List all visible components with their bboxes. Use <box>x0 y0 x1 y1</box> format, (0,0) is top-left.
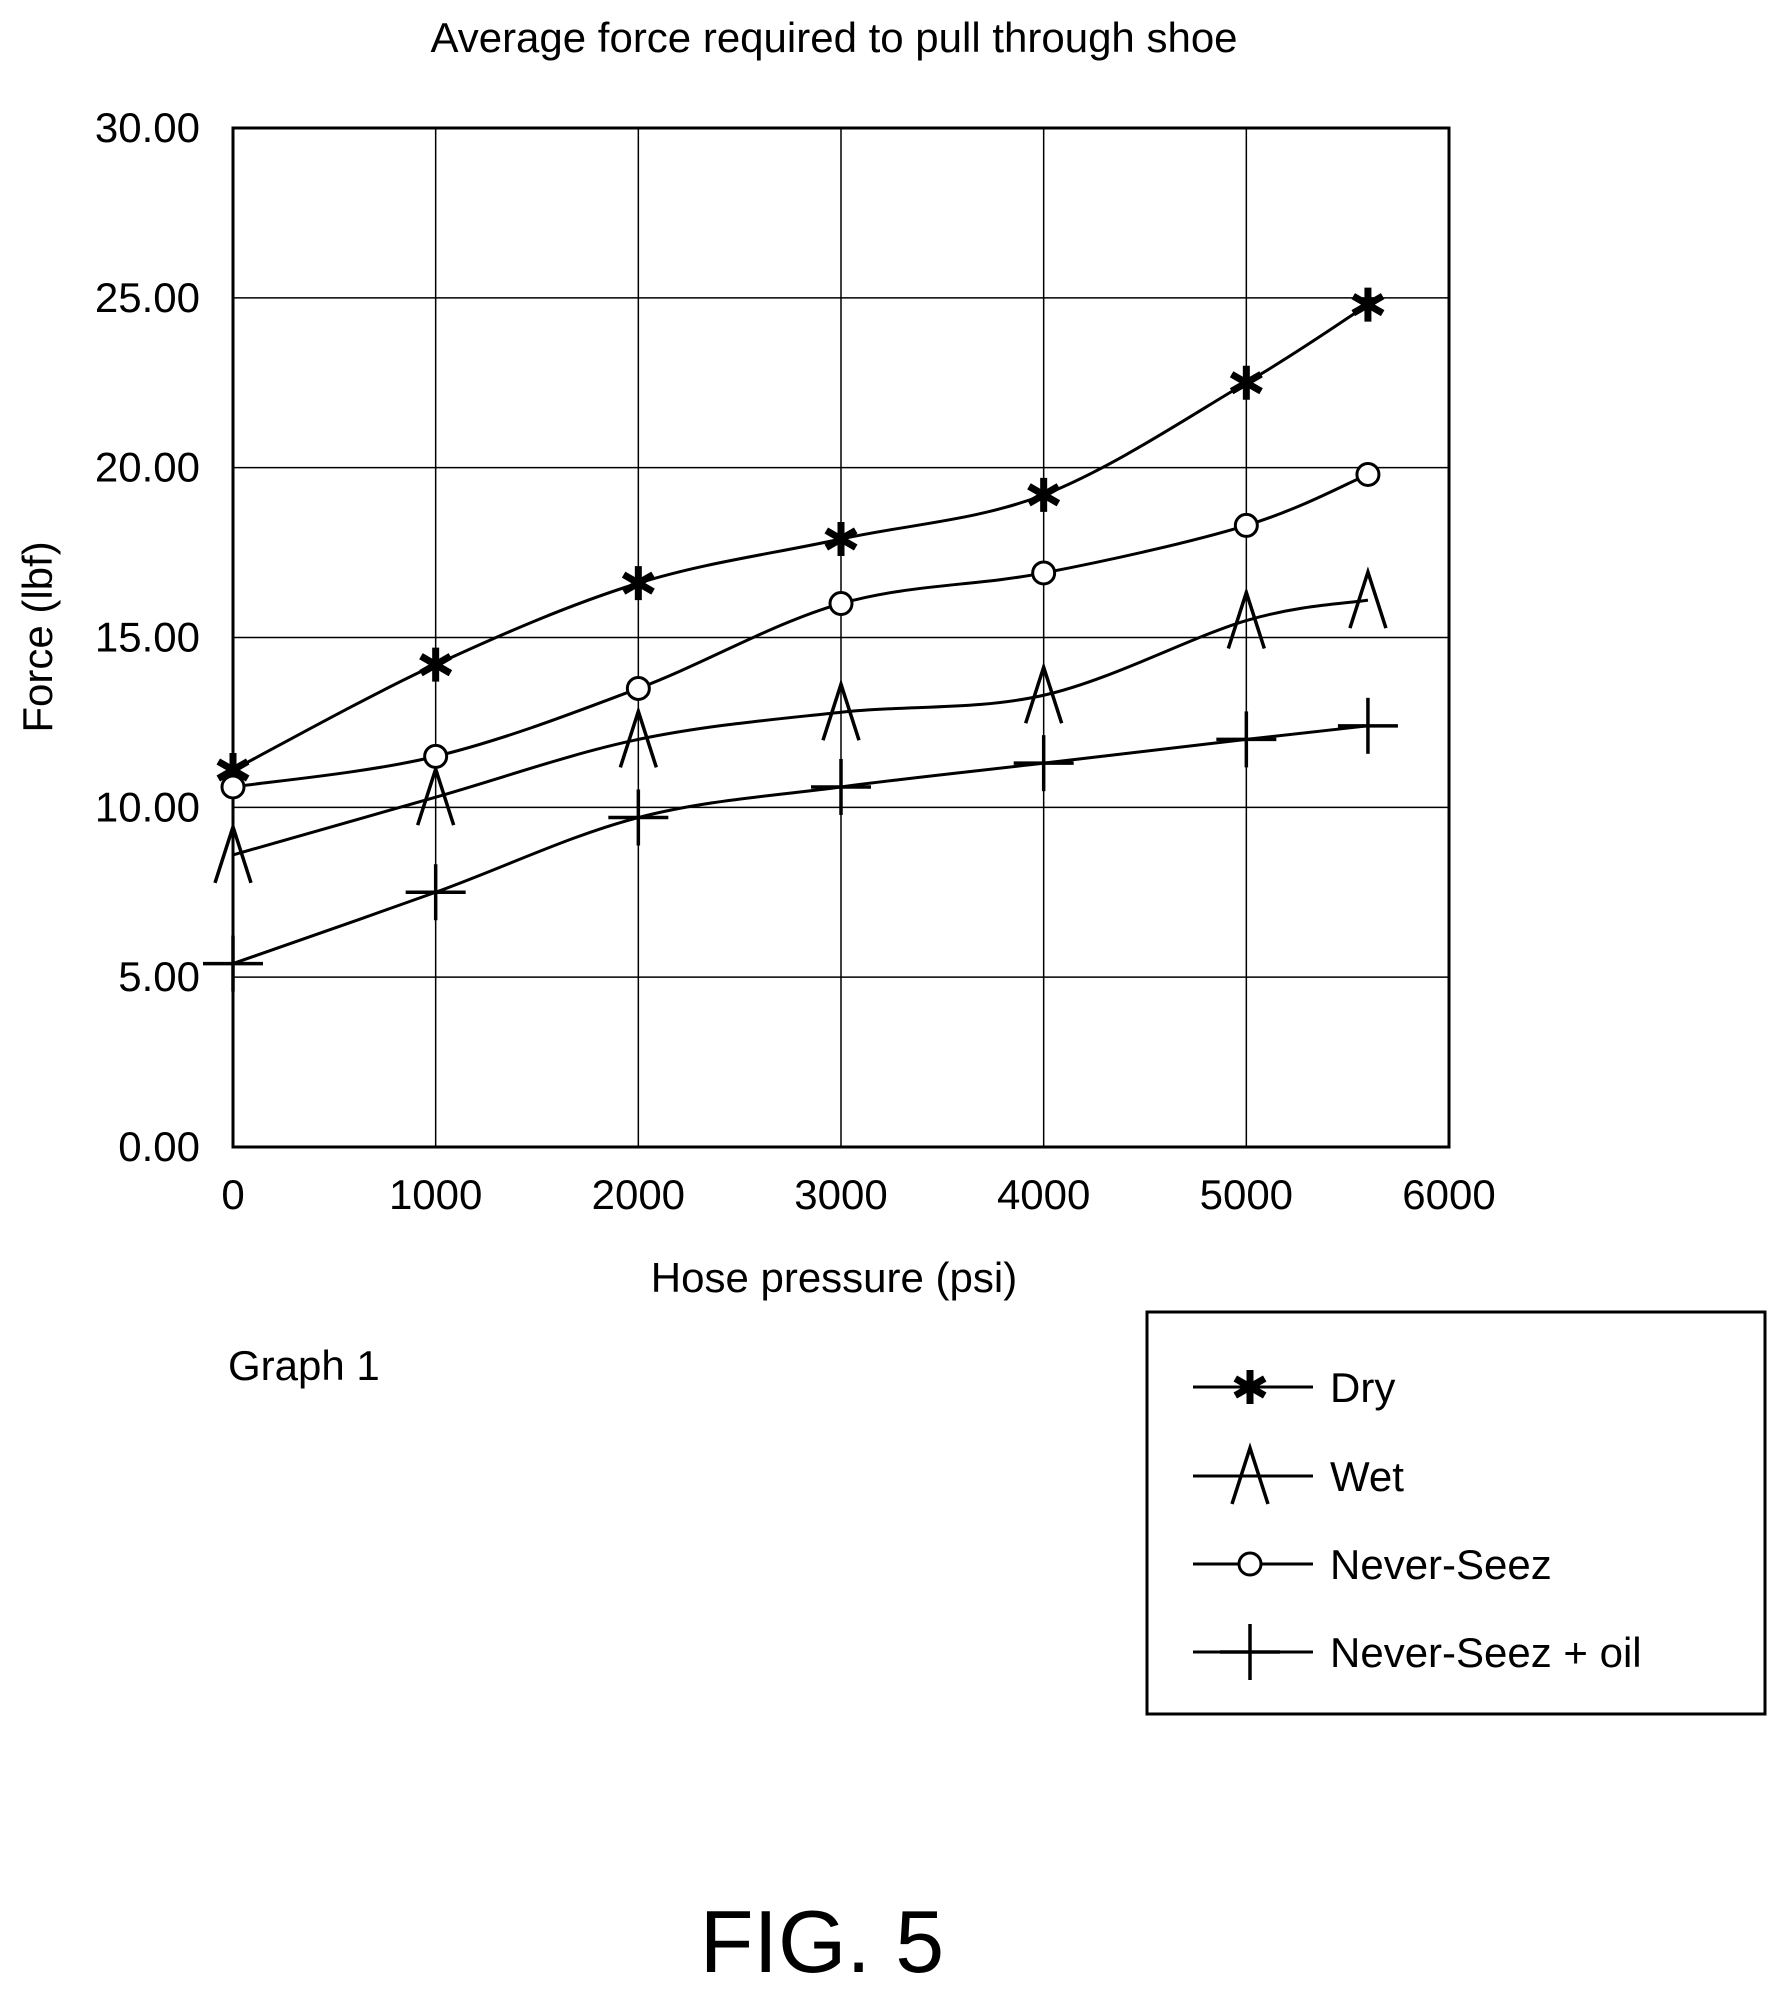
caret-stroke <box>416 763 456 826</box>
legend-label: Never-Seez + oil <box>1330 1629 1642 1676</box>
marker-caret <box>821 678 861 741</box>
asterisk-stroke <box>1229 371 1263 395</box>
series-dry <box>216 287 1385 787</box>
circle-stroke <box>1237 1551 1263 1577</box>
marker-plus <box>1013 735 1074 792</box>
marker-circle <box>220 774 246 800</box>
legend: Dry Wet Never-Seez Never-Seez + oil <box>1193 1364 1642 1680</box>
marker-caret <box>1024 661 1064 724</box>
asterisk-stroke <box>824 527 858 551</box>
marker-caret <box>213 821 253 884</box>
plot-area <box>231 126 1451 1149</box>
series-line <box>232 598 1369 857</box>
legend-item: Never-Seez + oil <box>1193 1624 1642 1680</box>
circle-stroke <box>625 675 651 701</box>
marker-caret <box>1348 566 1388 629</box>
marker-caret <box>416 763 456 826</box>
graph-caption: Graph 1 <box>228 1342 380 1389</box>
y-axis-label: Force (lbf) <box>14 541 61 732</box>
asterisk-stroke <box>1233 1375 1267 1399</box>
marker-circle <box>1355 461 1381 487</box>
caret-stroke <box>213 821 253 884</box>
marker-circle <box>1233 512 1259 538</box>
legend-item: Never-Seez <box>1193 1541 1552 1588</box>
series-wet <box>213 566 1388 884</box>
chart-title: Average force required to pull through s… <box>430 14 1237 61</box>
legend-item: Wet <box>1193 1442 1404 1505</box>
x-tick-label: 1000 <box>389 1171 482 1218</box>
x-tick-label: 3000 <box>794 1171 887 1218</box>
asterisk-stroke <box>621 571 655 595</box>
caret-stroke <box>1348 566 1388 629</box>
marker-asterisk <box>824 521 858 556</box>
circle-stroke <box>1355 461 1381 487</box>
marker-asterisk <box>1351 287 1385 322</box>
asterisk-stroke <box>419 653 453 677</box>
circle-stroke <box>220 774 246 800</box>
series-never-seez <box>220 461 1381 800</box>
circle-stroke <box>423 743 449 769</box>
y-tick-label: 15.00 <box>95 614 200 661</box>
marker-caret <box>1230 1442 1270 1505</box>
marker-circle <box>828 591 854 617</box>
legend-label: Never-Seez <box>1330 1541 1552 1588</box>
series-never-seez-oil <box>203 697 1398 992</box>
x-tick-label: 2000 <box>592 1171 685 1218</box>
asterisk-stroke <box>216 758 250 782</box>
grid <box>233 128 1449 1147</box>
marker-asterisk <box>1229 365 1263 400</box>
legend-label: Wet <box>1330 1453 1404 1500</box>
y-tick-label: 20.00 <box>95 444 200 491</box>
series-line <box>232 724 1369 965</box>
y-tick-label: 10.00 <box>95 783 200 830</box>
marker-plus <box>811 758 871 815</box>
legend-item: Dry <box>1193 1364 1395 1411</box>
marker-plus <box>1337 697 1398 754</box>
marker-circle <box>423 743 449 769</box>
x-tick-label: 5000 <box>1200 1171 1293 1218</box>
marker-asterisk <box>621 566 655 601</box>
marker-plus <box>608 789 669 846</box>
x-tick-label: 6000 <box>1402 1171 1495 1218</box>
y-tick-label: 5.00 <box>118 953 200 1000</box>
marker-plus <box>203 935 263 992</box>
x-tick-label: 0 <box>221 1171 244 1218</box>
caret-stroke <box>1230 1442 1270 1505</box>
legend-label: Dry <box>1330 1364 1395 1411</box>
marker-circle <box>1237 1551 1263 1577</box>
series-line <box>232 473 1369 789</box>
asterisk-stroke <box>1351 293 1385 317</box>
circle-stroke <box>1031 560 1057 586</box>
series-line <box>232 303 1369 772</box>
y-tick-label: 25.00 <box>95 274 200 321</box>
figure-label: FIG. 5 <box>700 1892 945 1991</box>
caret-stroke <box>1024 661 1064 724</box>
circle-stroke <box>828 591 854 617</box>
marker-asterisk <box>1027 477 1061 512</box>
caret-stroke <box>1226 586 1266 650</box>
marker-caret <box>618 705 658 768</box>
caret-stroke <box>821 678 861 741</box>
x-tick-label: 4000 <box>997 1171 1090 1218</box>
circle-stroke <box>1233 512 1259 538</box>
marker-circle <box>1031 560 1057 586</box>
marker-asterisk <box>419 647 453 682</box>
series <box>203 287 1398 992</box>
marker-plus <box>1220 1624 1280 1680</box>
x-axis-label: Hose pressure (psi) <box>651 1254 1017 1301</box>
x-axis-ticks: 0 1000 2000 3000 4000 5000 6000 <box>221 1171 1495 1218</box>
marker-plus <box>405 864 466 921</box>
y-tick-label: 30.00 <box>95 104 200 151</box>
marker-plus <box>1216 711 1277 768</box>
marker-caret <box>1226 586 1266 650</box>
asterisk-stroke <box>1027 483 1061 507</box>
marker-circle <box>625 675 651 701</box>
y-axis-ticks: 0.00 5.00 10.00 15.00 20.00 25.00 30.00 <box>95 104 200 1170</box>
caret-stroke <box>618 705 658 768</box>
marker-asterisk <box>1233 1370 1267 1404</box>
y-tick-label: 0.00 <box>118 1123 200 1170</box>
